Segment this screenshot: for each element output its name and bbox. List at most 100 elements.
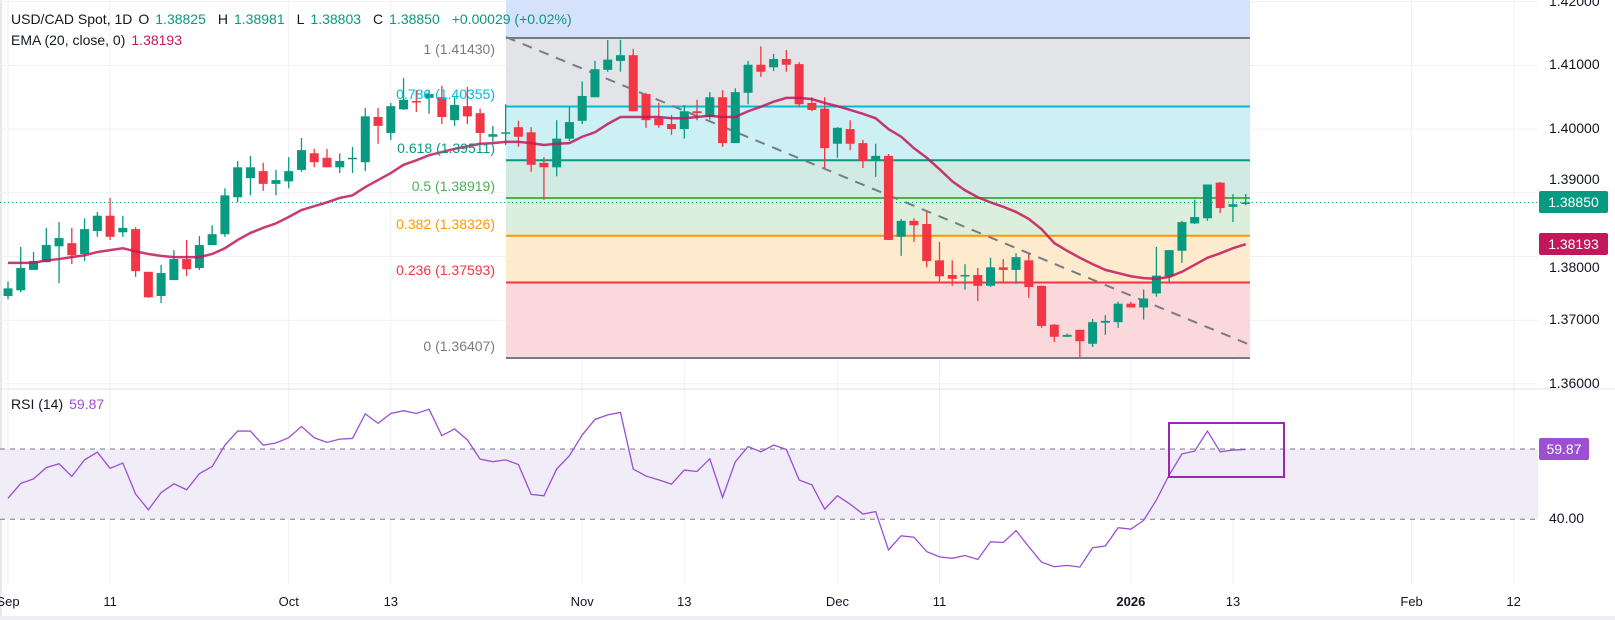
price-axis-tick: 1.37000: [1549, 311, 1600, 328]
fib-band: [506, 37, 1250, 107]
candle-up: [41, 245, 51, 263]
ema-price-tag: 1.38193: [1539, 233, 1608, 255]
candle-up: [1202, 184, 1212, 219]
ema-legend[interactable]: EMA (20, close, 0) 1.38193: [11, 32, 188, 48]
candle-down: [934, 260, 944, 277]
candle-up: [871, 155, 881, 161]
time-axis-tick: 13: [677, 594, 692, 609]
candle-down: [692, 111, 702, 114]
candle-up: [335, 160, 345, 168]
time-axis-tick: Dec: [825, 594, 849, 609]
time-axis-tick: 11: [932, 594, 947, 609]
candle-down: [437, 97, 447, 117]
candle-up: [832, 127, 842, 144]
candle-up: [564, 122, 574, 139]
candle-up: [488, 134, 498, 137]
candle-up: [118, 227, 128, 233]
rsi-band: [0, 449, 1538, 520]
candle-up: [16, 267, 26, 291]
candle-down: [513, 127, 523, 137]
candle-down: [1024, 260, 1034, 288]
candle-up: [271, 180, 281, 184]
high-label: H: [217, 11, 228, 27]
price-axis-tick: 1.40000: [1549, 120, 1600, 137]
candle-up: [156, 273, 166, 297]
candle-up: [54, 238, 64, 247]
candle-down: [322, 157, 332, 168]
fib-label: 0.786 (1.40355): [396, 86, 495, 103]
fib-label: 0.236 (1.37593): [396, 262, 495, 279]
candle-down: [845, 129, 855, 144]
candle-up: [590, 69, 600, 98]
candle-up: [360, 116, 370, 163]
open-label: O: [138, 11, 150, 27]
candle-down: [947, 274, 957, 279]
candle-down: [781, 59, 791, 65]
candle-down: [1075, 329, 1085, 342]
fib-label: 0.382 (1.38326): [396, 215, 495, 232]
candle-up: [603, 59, 613, 70]
candle-up: [705, 97, 715, 117]
candle-down: [909, 220, 919, 226]
candle-up: [1139, 298, 1149, 308]
candle-up: [986, 267, 996, 286]
bottom-border: [0, 616, 1615, 620]
candle-up: [207, 234, 217, 246]
rsi-value: 59.87: [69, 396, 105, 412]
fib-band-above: [506, 0, 1250, 38]
ema-label: EMA (20, close, 0): [11, 32, 126, 48]
candle-up: [960, 274, 970, 277]
high-value: 1.38981: [234, 11, 285, 27]
candle-down: [475, 113, 485, 133]
time-axis-tick: Nov: [570, 594, 594, 609]
candle-up: [1241, 202, 1251, 204]
candle-up: [1062, 334, 1072, 337]
candle-down: [922, 224, 932, 261]
rsi-axis-tick: 40.00: [1549, 510, 1585, 526]
ema-value: 1.38193: [131, 32, 182, 48]
fib-band: [506, 282, 1250, 358]
candle-up: [399, 99, 409, 110]
candle-down: [309, 153, 319, 163]
candle-up: [450, 104, 460, 121]
candle-up: [169, 259, 179, 281]
rsi-label: RSI (14): [11, 396, 64, 412]
candle-up: [679, 111, 689, 130]
candle-up: [348, 157, 358, 160]
candle-down: [807, 102, 817, 110]
low-label: L: [296, 11, 305, 27]
last-price-tag: 1.38850: [1539, 191, 1608, 213]
rsi-value-tag: 59.87: [1539, 438, 1589, 460]
fib-label: 1 (1.41430): [423, 40, 495, 57]
time-axis-tick: 13: [383, 594, 399, 609]
candle-up: [1190, 217, 1200, 224]
symbol-title[interactable]: USD/CAD Spot, 1D: [11, 11, 133, 27]
price-axis-tick: 1.39000: [1549, 170, 1600, 187]
candle-down: [539, 162, 549, 168]
candle-up: [386, 106, 396, 133]
candle-down: [973, 274, 983, 286]
candle-up: [220, 195, 230, 235]
candle-down: [258, 171, 268, 184]
rsi-line: [7, 408, 1246, 568]
price-axis-tick: 1.41000: [1549, 56, 1600, 73]
fib-band: [506, 235, 1250, 283]
close-value: 1.38850: [389, 11, 440, 27]
candle-down: [462, 106, 472, 117]
candle-up: [92, 215, 102, 232]
price-axis-tick: 1.42000: [1549, 0, 1600, 9]
rsi-legend[interactable]: RSI (14) 59.87: [11, 396, 110, 412]
fib-label: 0.618 (1.39511): [397, 140, 495, 157]
time-axis-tick: 13: [1225, 594, 1241, 609]
candle-down: [526, 132, 536, 165]
time-axis-tick: 12: [1506, 594, 1521, 609]
candle-down: [373, 116, 383, 126]
candle-up: [424, 94, 434, 98]
candle-down: [794, 64, 804, 105]
candle-down: [628, 55, 638, 112]
fib-label: 0 (1.36407): [423, 338, 495, 354]
candle-down: [641, 94, 651, 121]
fib-band: [506, 160, 1250, 198]
candle-up: [1088, 322, 1098, 344]
